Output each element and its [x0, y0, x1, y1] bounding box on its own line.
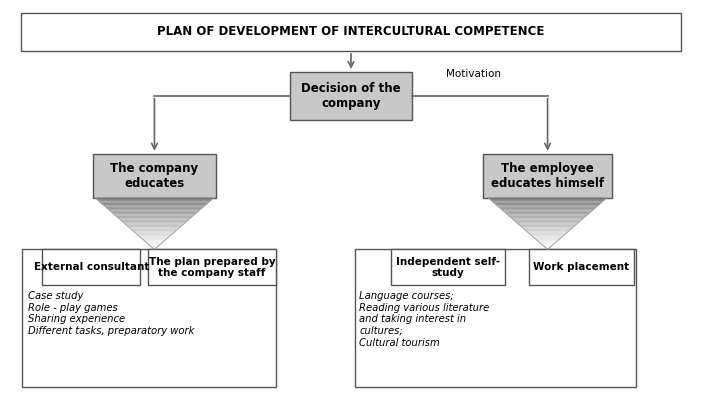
Polygon shape — [496, 204, 600, 205]
Polygon shape — [96, 199, 213, 200]
Polygon shape — [128, 226, 180, 227]
Text: Work placement: Work placement — [534, 262, 629, 273]
Polygon shape — [121, 219, 188, 221]
Bar — [93, 154, 216, 198]
Polygon shape — [101, 203, 208, 204]
Polygon shape — [489, 199, 606, 200]
Polygon shape — [526, 230, 569, 231]
Polygon shape — [138, 234, 171, 235]
Polygon shape — [500, 208, 595, 209]
Polygon shape — [147, 242, 162, 243]
Polygon shape — [98, 200, 211, 201]
Polygon shape — [488, 198, 607, 199]
Polygon shape — [117, 215, 192, 217]
Polygon shape — [520, 225, 575, 226]
Polygon shape — [153, 247, 156, 248]
Polygon shape — [538, 240, 557, 242]
Polygon shape — [508, 214, 588, 215]
Polygon shape — [113, 213, 196, 214]
Polygon shape — [534, 236, 562, 238]
Polygon shape — [502, 209, 593, 211]
Polygon shape — [541, 243, 554, 244]
Polygon shape — [531, 234, 564, 235]
Polygon shape — [109, 209, 200, 211]
Polygon shape — [150, 244, 159, 245]
Text: External consultant: External consultant — [34, 262, 149, 273]
Bar — [483, 154, 612, 198]
Polygon shape — [546, 247, 549, 248]
Polygon shape — [532, 235, 563, 236]
Polygon shape — [536, 238, 559, 239]
Polygon shape — [110, 211, 199, 212]
Polygon shape — [511, 217, 584, 218]
Polygon shape — [523, 227, 572, 229]
Polygon shape — [514, 219, 581, 221]
Text: Motivation: Motivation — [446, 69, 501, 79]
Polygon shape — [124, 222, 185, 223]
Polygon shape — [122, 221, 187, 222]
Polygon shape — [491, 200, 604, 201]
Polygon shape — [543, 244, 552, 245]
Polygon shape — [510, 215, 585, 217]
Polygon shape — [139, 235, 170, 236]
Text: Case study
Role - play games
Sharing experience
Different tasks, preparatory wor: Case study Role - play games Sharing exp… — [28, 291, 194, 336]
Polygon shape — [493, 201, 602, 203]
Polygon shape — [152, 245, 157, 247]
Polygon shape — [517, 222, 578, 223]
Polygon shape — [503, 211, 592, 212]
Polygon shape — [506, 213, 589, 214]
Polygon shape — [524, 229, 571, 230]
Polygon shape — [145, 240, 164, 242]
Text: Decision of the
company: Decision of the company — [301, 82, 401, 110]
Bar — [42, 249, 140, 285]
Text: The plan prepared by
the company staff: The plan prepared by the company staff — [149, 257, 275, 278]
Polygon shape — [102, 204, 206, 205]
Polygon shape — [515, 221, 580, 222]
Bar — [391, 249, 505, 285]
Polygon shape — [100, 201, 209, 203]
Polygon shape — [107, 208, 202, 209]
Polygon shape — [118, 217, 191, 218]
Polygon shape — [105, 207, 204, 208]
Text: Language courses;
Reading various literature
and taking interest in
cultures;
Cu: Language courses; Reading various litera… — [359, 291, 490, 348]
Polygon shape — [494, 203, 601, 204]
Polygon shape — [497, 205, 598, 207]
Polygon shape — [545, 245, 550, 247]
Polygon shape — [119, 218, 190, 219]
Bar — [21, 13, 681, 51]
Polygon shape — [148, 243, 161, 244]
Polygon shape — [95, 198, 214, 199]
Polygon shape — [512, 218, 583, 219]
Polygon shape — [140, 236, 168, 238]
Bar — [148, 249, 276, 285]
Polygon shape — [519, 223, 576, 225]
Polygon shape — [522, 226, 574, 227]
Polygon shape — [540, 242, 555, 243]
Text: PLAN OF DEVELOPMENT OF INTERCULTURAL COMPETENCE: PLAN OF DEVELOPMENT OF INTERCULTURAL COM… — [157, 26, 545, 38]
Polygon shape — [104, 205, 205, 207]
Text: The company
educates: The company educates — [110, 162, 199, 190]
Polygon shape — [136, 233, 173, 234]
Bar — [355, 249, 636, 387]
Bar — [22, 249, 276, 387]
Text: Independent self-
study: Independent self- study — [396, 257, 500, 278]
Polygon shape — [114, 214, 194, 215]
Polygon shape — [112, 212, 197, 213]
Polygon shape — [498, 207, 597, 208]
Bar — [289, 72, 412, 120]
Polygon shape — [529, 233, 566, 234]
Text: The employee
educates himself: The employee educates himself — [491, 162, 604, 190]
Polygon shape — [135, 231, 174, 233]
Polygon shape — [133, 230, 176, 231]
Bar — [529, 249, 634, 285]
Polygon shape — [127, 225, 182, 226]
Polygon shape — [143, 238, 166, 239]
Polygon shape — [505, 212, 590, 213]
Polygon shape — [131, 229, 178, 230]
Polygon shape — [537, 239, 558, 240]
Polygon shape — [126, 223, 183, 225]
Polygon shape — [130, 227, 179, 229]
Polygon shape — [528, 231, 567, 233]
Polygon shape — [144, 239, 165, 240]
